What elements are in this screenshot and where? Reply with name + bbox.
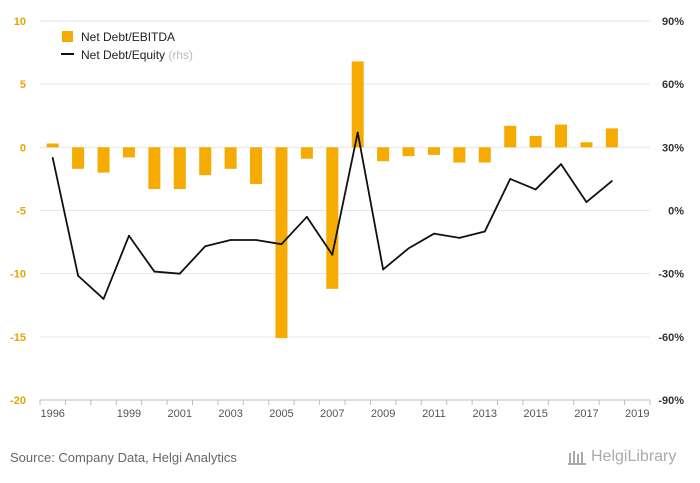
line-point-2003 [229,239,232,241]
right-axis-tick-label: 60% [662,79,684,91]
left-axis-tick-label: -10 [10,269,26,281]
legend: Net Debt/EBITDA Net Debt/Equity (rhs) [61,30,193,62]
line-point-2008 [356,131,359,134]
axes: 10 90% 5 60% 0 30% -5 0% -10 -30% -15 -60% -20 -90% 19… [10,16,684,420]
legend-label-net-debt-equity: Net Debt/Equity [81,48,165,62]
bar-2002 [199,147,212,176]
legend-swatch-net-debt-ebitda [62,31,73,42]
right-axis-tick-label: 30% [662,142,684,154]
bar-2016 [555,124,568,148]
left-axis-tick-label: 5 [20,79,26,91]
bar-2007 [326,147,339,289]
line-point-2013 [483,230,486,233]
x-axis-tick-label: 2017 [574,408,598,420]
line-point-2004 [255,239,257,241]
x-axis-tick-label: 1996 [40,408,64,420]
helgi-library-logo: HelgiLibrary [568,448,676,466]
left-axis-tick-label: 0 [20,142,26,154]
x-axis-tick-label: 2013 [473,408,497,420]
line-point-2007 [331,253,334,256]
line-point-2015 [534,188,537,191]
bar-2004 [250,147,263,184]
right-axis-tick-label: 0% [668,206,684,218]
bar-2003 [224,147,237,169]
line-point-2010 [407,247,410,250]
line-point-1999 [128,234,130,237]
line-point-2001 [178,272,181,275]
chart: 10 90% 5 60% 0 30% -5 0% -10 -30% -15 -60% -20 -90% 19… [10,16,684,420]
bar-2009 [377,147,390,162]
bar-2005 [275,147,288,339]
legend-rhs-note: (rhs) [168,48,193,62]
bar-2014 [504,125,517,148]
bar-2008 [351,61,364,148]
x-axis-tick-label: 2011 [422,408,446,420]
legend-label-net-debt-ebitda: Net Debt/EBITDA [81,30,175,44]
line-point-2011 [433,232,435,235]
line-series-net-debt-equity [51,131,613,300]
right-axis-tick-label: -30% [658,269,684,281]
line-point-2012 [458,236,461,239]
line-point-2006 [305,215,308,218]
gridlines [40,20,650,401]
bar-series-net-debt-ebitda [46,61,618,339]
source-note: Source: Company Data, Helgi Analytics [10,450,237,465]
x-axis-tick-label: 2003 [218,408,242,420]
bar-2015 [529,135,542,148]
bar-2011 [427,147,440,155]
line-point-1997 [77,274,80,277]
line-point-1996 [51,156,54,159]
line-point-2014 [509,178,512,180]
left-axis-tick-label: -5 [16,206,26,218]
line-point-2017 [585,201,588,203]
bar-1996 [46,143,59,148]
bar-2018 [605,128,618,148]
x-axis-tick-label: 2009 [371,408,395,420]
bar-1999 [122,147,135,158]
x-axis-tick-label: 2001 [168,408,192,420]
bar-1998 [97,147,110,173]
line-point-2000 [153,270,156,273]
bar-2017 [580,142,593,148]
bar-2000 [148,147,161,190]
line-point-2018 [610,180,613,182]
right-axis-tick-label: -90% [658,395,684,407]
right-axis-tick-label: -60% [658,332,684,344]
library-icon [568,451,586,465]
bar-2001 [173,147,186,190]
left-axis-tick-label: -15 [10,332,26,344]
bar-2013 [478,147,491,163]
x-axis-tick-label: 2015 [523,408,547,420]
line-point-1998 [102,298,105,300]
x-axis-tick-label: 1999 [117,408,141,420]
legend-label-group: Net Debt/Equity (rhs) [81,48,193,62]
logo-text: HelgiLibrary [591,448,677,465]
x-axis-tick-label: 2005 [269,408,293,420]
left-axis-tick-label: -20 [10,395,26,407]
x-axis-tick-label: 2019 [625,408,649,420]
bar-1997 [72,147,85,169]
bar-2006 [300,147,313,159]
right-axis-tick-label: 90% [662,16,684,28]
bar-2012 [453,147,466,163]
line-point-2009 [382,268,385,271]
left-axis-tick-label: 10 [14,16,26,28]
line-point-2005 [280,243,283,246]
line-point-2016 [560,163,562,166]
bar-2010 [402,147,415,157]
x-axis-tick-label: 2007 [320,408,344,420]
line-point-2002 [204,245,207,248]
